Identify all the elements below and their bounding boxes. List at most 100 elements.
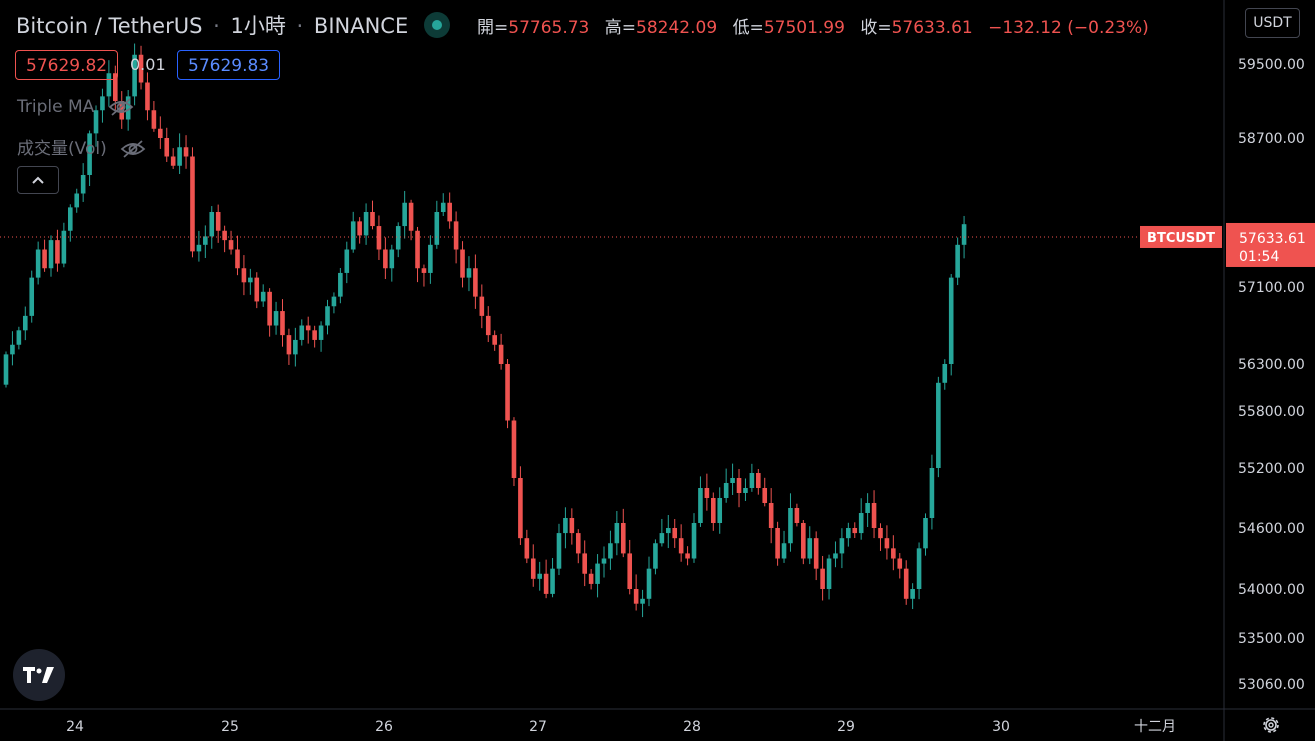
candle-body <box>498 344 504 364</box>
time-tick-label: 26 <box>375 719 393 735</box>
candle-body <box>434 212 440 245</box>
candle-body <box>620 523 626 554</box>
candle-body <box>376 226 382 250</box>
indicator-triple-ma[interactable]: Triple MA <box>17 97 134 117</box>
candle-body <box>48 240 54 269</box>
price-tick-label: 56300.00 <box>1238 357 1305 373</box>
high-label: 高= <box>604 18 637 38</box>
time-tick-label: 27 <box>529 719 547 735</box>
candle-body <box>961 224 967 245</box>
candle-body <box>312 330 317 340</box>
countdown-value: 01:54 <box>1239 249 1279 265</box>
candle-body <box>10 344 15 355</box>
separator: · <box>296 14 304 38</box>
candle-body <box>113 73 118 101</box>
candle-body <box>730 478 735 483</box>
candle-body <box>222 230 227 241</box>
candle-body <box>267 291 272 326</box>
candle-body <box>74 193 80 208</box>
candle-body <box>871 503 877 528</box>
collapse-legend-button[interactable] <box>17 166 59 194</box>
gear-icon[interactable] <box>1260 714 1282 736</box>
candle-body <box>138 54 144 83</box>
candle-body <box>80 175 86 194</box>
candle-body <box>563 518 568 534</box>
candle-body <box>916 548 922 589</box>
candle-body <box>190 156 195 252</box>
price-tick-label: 55200.00 <box>1238 461 1305 477</box>
candle-body <box>723 483 729 498</box>
candle-body <box>717 498 723 523</box>
status-dot-icon <box>424 12 450 38</box>
tradingview-logo[interactable] <box>13 649 65 701</box>
indicator-label: Triple MA <box>17 97 95 117</box>
eye-hidden-icon[interactable] <box>120 139 146 159</box>
candle-body <box>421 268 427 273</box>
candle-body <box>588 573 594 584</box>
candle-body <box>685 553 690 559</box>
candle-body <box>22 315 28 331</box>
candle-body <box>801 523 806 559</box>
candle-body <box>788 508 793 544</box>
indicator-label: 成交量(Vol) <box>17 139 107 159</box>
time-tick-label: 28 <box>683 719 701 735</box>
candle-body <box>145 82 150 111</box>
symbol-tag-label: BTCUSDT <box>1147 231 1215 246</box>
candle-body <box>466 268 472 278</box>
candle-body <box>884 538 890 549</box>
candle-body <box>29 277 35 316</box>
sell-price-button[interactable]: 57629.82 <box>15 50 119 80</box>
symbol-header[interactable]: Bitcoin / TetherUS · 1小時 · BINANCE <box>16 10 408 40</box>
candle-body <box>826 558 832 589</box>
candle-body <box>897 558 903 569</box>
candle-body <box>518 478 523 539</box>
candle-body <box>858 513 864 534</box>
currency-button[interactable]: USDT <box>1245 8 1300 38</box>
candle-body <box>151 110 157 129</box>
candle-body <box>344 249 350 273</box>
candle-body <box>318 325 324 340</box>
candle-body <box>813 538 819 569</box>
candle-body <box>87 133 92 175</box>
candle-body <box>833 553 838 559</box>
candle-body <box>42 249 47 269</box>
candle-body <box>537 573 542 579</box>
price-tick-label: 54600.00 <box>1238 521 1305 537</box>
price-tick-label: 57100.00 <box>1238 280 1305 296</box>
candle-body <box>55 240 60 264</box>
candle-body <box>35 249 41 278</box>
time-tick-label: 25 <box>221 719 239 735</box>
candle-body <box>248 277 253 283</box>
price-tick-label: 59500.00 <box>1238 57 1305 73</box>
candle-body <box>820 568 825 589</box>
candle-body <box>158 128 163 138</box>
time-tick-label: 30 <box>992 719 1010 735</box>
candle-body <box>665 528 671 534</box>
candle-body <box>794 508 800 523</box>
candle-body <box>762 488 768 503</box>
indicator-volume[interactable]: 成交量(Vol) <box>17 134 146 159</box>
candle-body <box>601 558 607 564</box>
spread-value: 0.01 <box>130 55 166 74</box>
candle-body <box>633 589 639 604</box>
candle-body <box>936 382 941 468</box>
candle-body <box>453 221 459 250</box>
price-tick-label: 53060.00 <box>1238 677 1305 693</box>
candle-body <box>331 296 337 307</box>
time-tick-label: 十二月 <box>1134 719 1176 735</box>
candle-body <box>608 543 613 559</box>
eye-hidden-icon[interactable] <box>108 97 134 117</box>
candle-body <box>865 503 870 513</box>
buy-price-button[interactable]: 57629.83 <box>177 50 281 80</box>
candle-body <box>100 96 105 111</box>
interval-label: 1小時 <box>230 14 286 38</box>
candle-body <box>440 202 446 212</box>
candle-body <box>305 325 311 331</box>
candle-body <box>923 518 928 549</box>
candle-body <box>929 468 935 518</box>
candle-body <box>704 488 710 498</box>
candle-body <box>659 533 665 544</box>
candle-body <box>511 420 517 478</box>
candle-body <box>280 311 285 336</box>
